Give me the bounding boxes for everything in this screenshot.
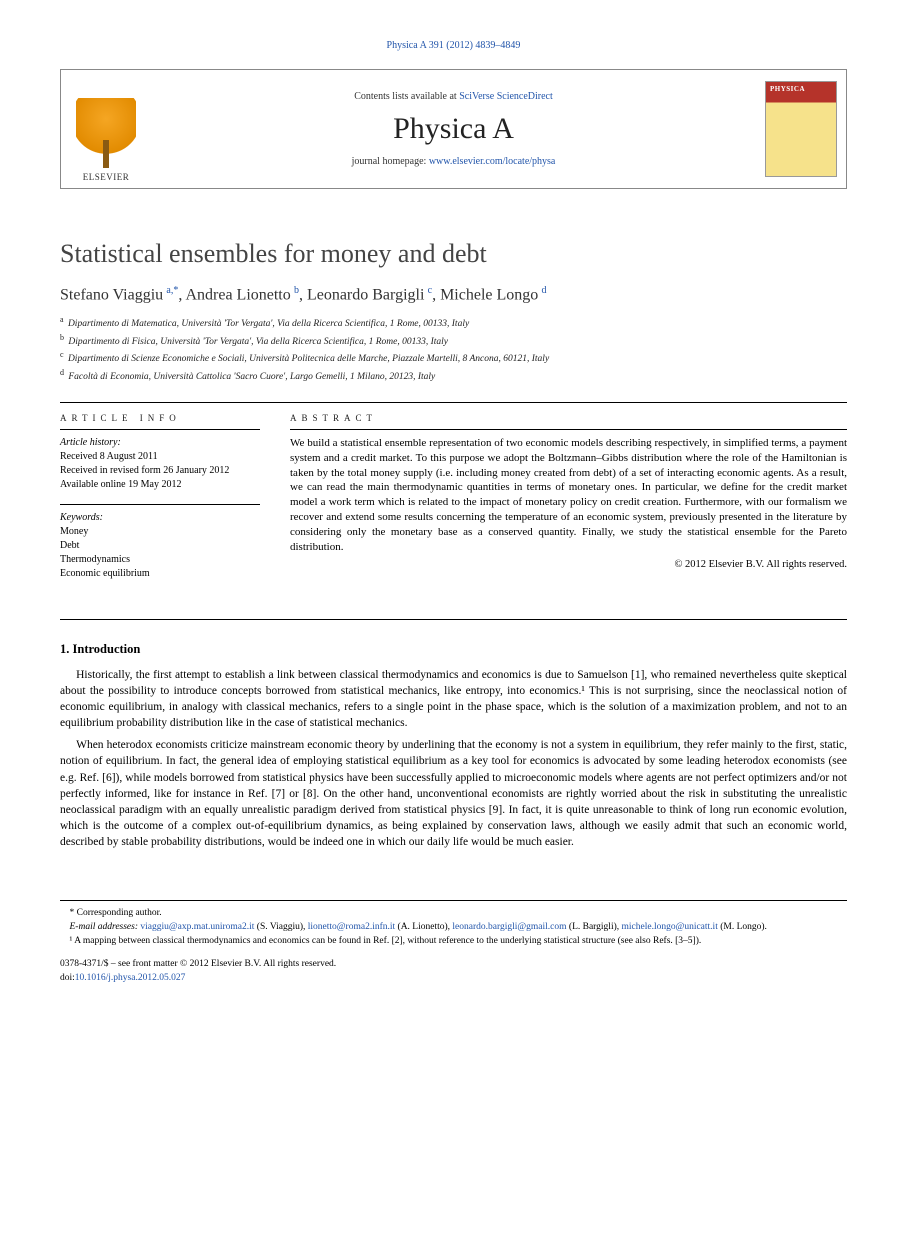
history-lines: Received 8 August 2011Received in revise…: [60, 451, 229, 490]
abstract-label: ABSTRACT: [290, 413, 847, 423]
homepage-line: journal homepage: www.elsevier.com/locat…: [151, 156, 756, 167]
history-block: Article history: Received 8 August 2011R…: [60, 436, 260, 492]
sciencedirect-link[interactable]: SciVerse ScienceDirect: [459, 91, 553, 102]
affiliation: a Dipartimento di Matematica, Università…: [60, 314, 847, 331]
email-link[interactable]: leonardo.bargigli@gmail.com: [452, 922, 566, 932]
doi-prefix: doi:: [60, 973, 75, 983]
affiliation: b Dipartimento di Fisica, Università 'To…: [60, 332, 847, 349]
doi-line: doi:10.1016/j.physa.2012.05.027: [60, 972, 847, 985]
affiliation: d Facoltà di Economia, Università Cattol…: [60, 367, 847, 384]
article-info-label: ARTICLE INFO: [60, 413, 260, 423]
doi-link[interactable]: 10.1016/j.physa.2012.05.027: [75, 973, 186, 983]
authors-line: Stefano Viaggiu a,*, Andrea Lionetto b, …: [60, 285, 847, 304]
author: Leonardo Bargigli: [307, 286, 424, 303]
history-label: Article history:: [60, 437, 121, 448]
journal-cover-icon: [765, 81, 837, 177]
author-sup: a,*: [166, 285, 178, 296]
info-rule-2: [60, 504, 260, 505]
publisher-name: ELSEVIER: [83, 172, 130, 182]
abstract-copyright: © 2012 Elsevier B.V. All rights reserved…: [290, 559, 847, 570]
masthead: ELSEVIER Contents lists available at Sci…: [60, 69, 847, 189]
footnotes: * Corresponding author. E-mail addresses…: [60, 900, 847, 948]
front-matter-line: 0378-4371/$ – see front matter © 2012 El…: [60, 958, 847, 971]
email-link[interactable]: lionetto@roma2.infn.it: [308, 922, 395, 932]
author: Andrea Lionetto: [185, 286, 290, 303]
elsevier-tree-icon: [76, 98, 136, 168]
keywords-block: Keywords: MoneyDebtThermodynamicsEconomi…: [60, 511, 260, 581]
info-rule: [60, 429, 260, 430]
keywords-label: Keywords:: [60, 512, 103, 523]
contents-prefix: Contents lists available at: [354, 91, 459, 102]
article-info-col: ARTICLE INFO Article history: Received 8…: [60, 413, 260, 593]
email-list: viaggiu@axp.mat.uniroma2.it (S. Viaggiu)…: [140, 922, 767, 932]
footnote-1: ¹ A mapping between classical thermodyna…: [60, 935, 847, 949]
affiliations: a Dipartimento di Matematica, Università…: [60, 314, 847, 384]
email-link[interactable]: michele.longo@unicatt.it: [622, 922, 718, 932]
corresponding-author: * Corresponding author.: [60, 907, 847, 921]
journal-name: Physica A: [151, 112, 756, 146]
affiliation: c Dipartimento di Scienze Economiche e S…: [60, 349, 847, 366]
author: Michele Longo: [440, 286, 538, 303]
page: Physica A 391 (2012) 4839–4849 ELSEVIER …: [0, 0, 907, 1015]
author-sup: d: [541, 285, 546, 296]
author-sup: c: [428, 285, 432, 296]
cover-thumb-block: [756, 70, 846, 188]
homepage-prefix: journal homepage:: [352, 156, 429, 167]
running-head: Physica A 391 (2012) 4839–4849: [60, 40, 847, 51]
rule-bottom: [60, 619, 847, 620]
homepage-link[interactable]: www.elsevier.com/locate/physa: [429, 156, 556, 167]
intro-para-1: Historically, the first attempt to estab…: [60, 667, 847, 731]
contents-line: Contents lists available at SciVerse Sci…: [151, 91, 756, 102]
info-abstract-row: ARTICLE INFO Article history: Received 8…: [60, 413, 847, 593]
author: Stefano Viaggiu: [60, 286, 163, 303]
rule-top: [60, 402, 847, 403]
abstract-rule: [290, 429, 847, 430]
publisher-logo-block: ELSEVIER: [61, 70, 151, 188]
email-link[interactable]: viaggiu@axp.mat.uniroma2.it: [140, 922, 254, 932]
author-sup: b: [294, 285, 299, 296]
masthead-center: Contents lists available at SciVerse Sci…: [151, 70, 756, 188]
intro-para-2: When heterodox economists criticize main…: [60, 737, 847, 850]
keywords-lines: MoneyDebtThermodynamicsEconomic equilibr…: [60, 526, 150, 579]
section-1-heading: 1. Introduction: [60, 642, 847, 657]
article-title: Statistical ensembles for money and debt: [60, 239, 847, 269]
footer-meta: 0378-4371/$ – see front matter © 2012 El…: [60, 958, 847, 985]
email-line: E-mail addresses: viaggiu@axp.mat.unirom…: [60, 921, 847, 935]
email-label: E-mail addresses:: [70, 922, 139, 932]
abstract-col: ABSTRACT We build a statistical ensemble…: [290, 413, 847, 593]
abstract-text: We build a statistical ensemble represen…: [290, 436, 847, 555]
